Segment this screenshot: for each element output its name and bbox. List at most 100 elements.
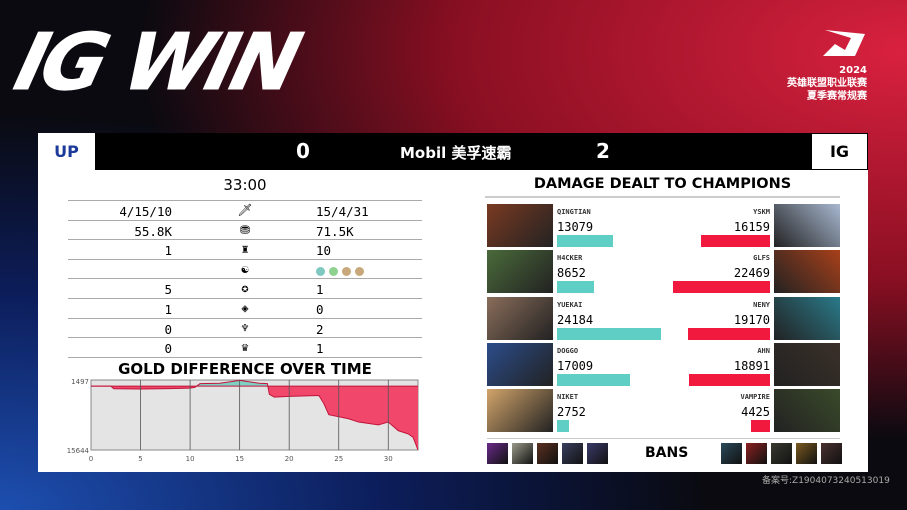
champion-portrait xyxy=(487,204,553,247)
x-tick-label: 20 xyxy=(285,455,294,463)
damage-value: 2752 xyxy=(557,405,586,420)
stat-left: 4/15/10 xyxy=(119,204,172,219)
ban-champion-icon xyxy=(771,443,792,464)
damage-value: 22469 xyxy=(733,266,770,281)
lpl-logo-icon xyxy=(823,30,865,56)
stat-right: 71.5K xyxy=(316,223,354,239)
player-name: AHN xyxy=(757,346,770,355)
damage-title: DAMAGE DEALT TO CHAMPIONS xyxy=(485,176,840,198)
gold-icon: ⛃ xyxy=(239,222,251,237)
damage-value: 13079 xyxy=(557,220,594,234)
champion-portrait xyxy=(487,250,553,294)
ban-champion-icon xyxy=(512,443,533,464)
y-bottom-label: 15644 xyxy=(67,447,90,455)
player-name: YSKM xyxy=(753,208,770,216)
game-time: 33:00 xyxy=(223,176,267,194)
stat-right: 0 xyxy=(316,302,324,317)
champion-portrait xyxy=(774,250,840,294)
x-tick-label: 25 xyxy=(334,455,343,463)
right-score: 2 xyxy=(596,139,610,163)
player-name: NIKET xyxy=(557,393,579,402)
ban-champion-icon xyxy=(562,443,583,464)
damage-value: 24184 xyxy=(557,312,594,327)
damage-value: 17009 xyxy=(557,358,594,373)
gold-chart-title: GOLD DIFFERENCE OVER TIME xyxy=(118,360,372,378)
gold-negative-area xyxy=(110,386,418,450)
x-tick-label: 15 xyxy=(235,455,244,463)
damage-bar xyxy=(688,373,770,386)
stat-left: 5 xyxy=(164,282,172,298)
stat-right: 2 xyxy=(316,321,324,337)
damage-bar xyxy=(557,235,614,247)
x-tick-label: 5 xyxy=(138,455,142,463)
stat-right: 1 xyxy=(316,341,324,357)
right-team-logo: IG xyxy=(811,133,868,170)
ban-champion-icon xyxy=(487,443,508,464)
champion-portrait xyxy=(774,342,840,386)
dragon-souls xyxy=(316,263,368,278)
stat-left: 55.8K xyxy=(134,223,172,239)
player-name: H4CKER xyxy=(557,254,583,263)
champion-portrait xyxy=(487,296,553,340)
damage-bar xyxy=(557,420,569,433)
dragon-icon: ☯ xyxy=(241,261,249,276)
league-year: 2024 xyxy=(839,65,867,76)
stat-left: 1 xyxy=(164,243,172,259)
league-season: 夏季赛常规赛 xyxy=(807,91,867,102)
divider xyxy=(68,356,422,358)
player-name: QINGTIAN xyxy=(557,208,591,216)
bans-row: BANS xyxy=(487,438,842,466)
damage-row: YUEKAI 24184 NENY 19170 xyxy=(487,296,840,340)
result-title: IG WIN xyxy=(6,18,306,109)
damage-value: 16159 xyxy=(733,220,770,234)
ban-champion-icon xyxy=(821,443,842,464)
ban-champion-icon xyxy=(746,443,767,464)
dragon-icon xyxy=(342,266,351,276)
x-tick-label: 30 xyxy=(384,455,393,463)
damage-bar xyxy=(557,327,661,340)
x-tick-label: 10 xyxy=(186,455,195,463)
sword-icon: 🗡 xyxy=(237,203,253,217)
herald-icon: ◈ xyxy=(241,301,249,315)
damage-bar xyxy=(687,327,770,340)
stat-left: 0 xyxy=(164,341,172,357)
league-name: 英雄联盟职业联赛 xyxy=(787,78,867,89)
champion-portrait xyxy=(774,204,840,247)
player-name: DOGGO xyxy=(557,346,579,355)
player-name: GLFS xyxy=(753,254,770,263)
turret-icon: ♜ xyxy=(241,242,249,257)
stat-row: 4/15/10 🗡 15/4/31 xyxy=(68,200,422,220)
dragon-icon xyxy=(329,266,338,276)
damage-value: 18891 xyxy=(733,358,770,373)
x-tick-label: 0 xyxy=(89,455,93,463)
damage-row: H4CKER 8652 GLFS 22469 xyxy=(487,250,840,294)
score-bar: UP 0 Mobil 美孚速霸 2 IG xyxy=(38,133,868,170)
damage-row: QINGTIAN 13079 YSKM 16159 xyxy=(487,204,840,247)
ban-champion-icon xyxy=(721,443,742,464)
stat-left: 0 xyxy=(164,321,172,337)
damage-value: 4425 xyxy=(741,405,770,420)
ban-champion-icon xyxy=(587,443,608,464)
gold-line xyxy=(91,379,419,451)
stat-row: 0 ♛ 1 xyxy=(68,337,422,357)
stat-row: 1 ♜ 10 xyxy=(68,239,422,259)
ban-champion-icon xyxy=(796,443,817,464)
icp-watermark: 备案号:Z19040732405130​19 xyxy=(762,476,890,486)
damage-value: 8652 xyxy=(557,266,586,281)
left-score: 0 xyxy=(296,139,310,163)
champion-portrait xyxy=(774,296,840,340)
damage-value: 19170 xyxy=(733,312,770,327)
bans-label: BANS xyxy=(645,445,689,461)
grub-icon: ✪ xyxy=(241,281,249,296)
ban-champion-icon xyxy=(537,443,558,464)
stat-row: 0 ♆ 2 xyxy=(68,317,422,338)
gold-difference-chart: 0 5 10 15 20 25 30 1497 15644 xyxy=(67,378,419,463)
stat-right: 10 xyxy=(316,243,332,259)
damage-bar xyxy=(673,281,770,294)
damage-row: NIKET 2752 VAMPIRE 4425 xyxy=(487,389,840,433)
player-name: YUEKAI xyxy=(557,300,583,309)
left-team-logo: UP xyxy=(38,133,95,170)
champion-portrait xyxy=(487,389,553,433)
league-branding: 2024 英雄联盟职业联赛 夏季赛常规赛 xyxy=(787,28,867,103)
sponsor-logo: Mobil 美孚速霸 xyxy=(400,144,512,162)
